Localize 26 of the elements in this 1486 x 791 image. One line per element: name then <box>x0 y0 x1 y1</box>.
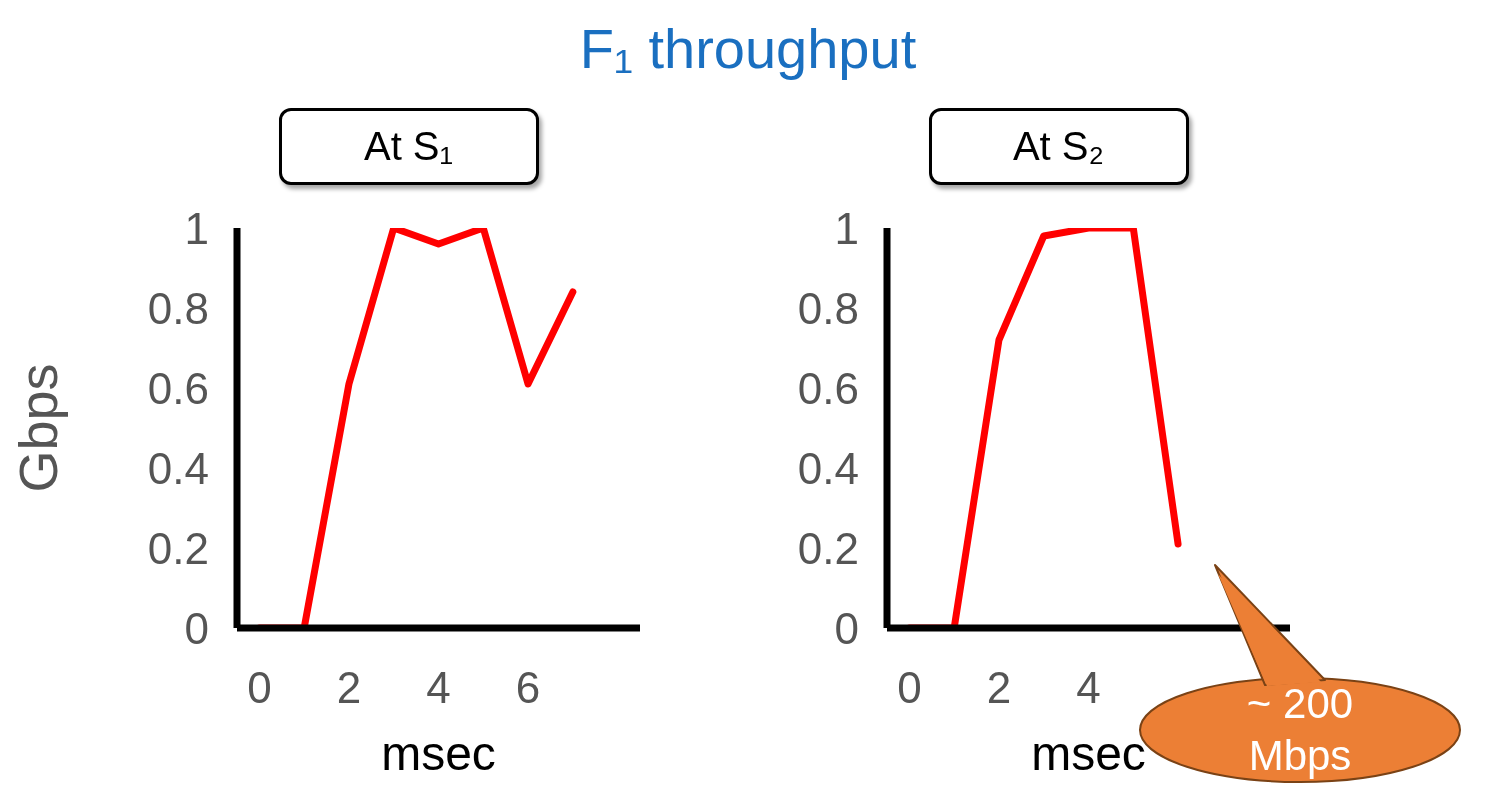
chart-title: At S₂ <box>928 108 1189 185</box>
y-tick-label: 0.2 <box>147 523 209 573</box>
x-tick-label: 0 <box>897 663 922 713</box>
x-axis-title: msec <box>1031 727 1146 780</box>
y-tick-label: 0.6 <box>797 363 859 413</box>
y-tick-label: 0.6 <box>147 363 209 413</box>
x-tick-label: 2 <box>986 663 1012 713</box>
y-tick-label: 1 <box>834 203 859 253</box>
x-tick-label: 0 <box>247 663 272 713</box>
y-tick-label: 0.4 <box>797 443 859 493</box>
x-axis-title: msec <box>381 727 496 780</box>
y-tick-label: 0 <box>834 603 859 653</box>
x-tick-label: 4 <box>426 663 451 713</box>
y-axis-title: Gbps <box>8 363 69 493</box>
x-tick-label: 2 <box>336 663 362 713</box>
y-tick-label: 0 <box>184 603 209 653</box>
y-tick-label: 0.8 <box>147 283 209 333</box>
y-tick-label: 0.8 <box>797 283 859 333</box>
x-tick-label: 6 <box>515 663 541 713</box>
y-tick-label: 0.2 <box>797 523 859 573</box>
text: F₁ throughput <box>578 16 918 81</box>
x-tick-label: 4 <box>1076 663 1101 713</box>
chart-title: At S₁ <box>278 108 539 185</box>
text: ~ 200 Mbps <box>1245 679 1355 781</box>
y-tick-label: 0.4 <box>147 443 209 493</box>
y-tick-label: 1 <box>184 203 209 253</box>
